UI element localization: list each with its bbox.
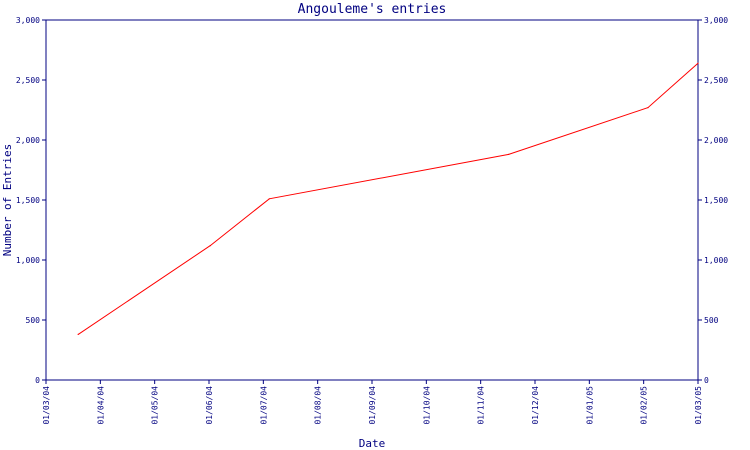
y-tick-label-left: 2,500 bbox=[16, 76, 40, 85]
x-axis-label: Date bbox=[359, 437, 386, 450]
y-tick-label-right: 1,500 bbox=[704, 196, 728, 205]
plot-frame bbox=[45, 19, 699, 381]
y-tick-label-right: 2,000 bbox=[704, 136, 728, 145]
y-axis-right: 0 500 1,000 1,500 2,000 2,500 3,000 bbox=[698, 16, 728, 385]
y-tick-label-right: 0 bbox=[704, 376, 709, 385]
x-axis: 01/03/04 01/04/04 01/05/04 01/06/04 01/07/04… bbox=[42, 380, 703, 425]
y-axis-label: Number of Entries bbox=[1, 144, 14, 257]
data-point bbox=[647, 107, 649, 109]
data-point bbox=[697, 62, 699, 64]
y-tick-label-right: 500 bbox=[704, 316, 719, 325]
chart-title: Angouleme's entries bbox=[298, 2, 447, 17]
data-point bbox=[508, 153, 510, 155]
y-tick-label-left: 2,000 bbox=[16, 136, 40, 145]
y-tick-label-right: 2,500 bbox=[704, 76, 728, 85]
y-axis-left: 0 500 1,000 1,500 2,000 2,500 3,000 bbox=[16, 16, 46, 385]
x-tick-label: 01/01/05 bbox=[585, 386, 594, 425]
y-tick-label-right: 1,000 bbox=[704, 256, 728, 265]
x-tick-label: 01/05/04 bbox=[151, 386, 160, 425]
x-tick-label: 01/12/04 bbox=[531, 386, 540, 425]
x-tick-label: 01/03/04 bbox=[42, 386, 51, 425]
y-tick-label-left: 0 bbox=[35, 376, 40, 385]
x-tick-label: 01/10/04 bbox=[422, 386, 431, 425]
series-line bbox=[77, 62, 699, 335]
data-point bbox=[268, 198, 270, 200]
x-tick-label: 01/09/04 bbox=[368, 386, 377, 425]
x-tick-label: 01/07/04 bbox=[259, 386, 268, 425]
x-tick-label: 01/08/04 bbox=[314, 386, 323, 425]
data-point bbox=[209, 245, 211, 247]
y-tick-label-left: 1,000 bbox=[16, 256, 40, 265]
y-tick-label-left: 500 bbox=[26, 316, 41, 325]
x-tick-label: 01/04/04 bbox=[96, 386, 105, 425]
y-tick-label-right: 3,000 bbox=[704, 16, 728, 25]
series-group bbox=[77, 62, 699, 335]
x-tick-label: 01/02/05 bbox=[640, 386, 649, 425]
data-point bbox=[77, 333, 79, 335]
x-tick-label: 01/03/05 bbox=[694, 386, 703, 425]
y-tick-label-left: 3,000 bbox=[16, 16, 40, 25]
x-tick-label: 01/11/04 bbox=[477, 386, 486, 425]
y-tick-label-left: 1,500 bbox=[16, 196, 40, 205]
x-tick-label: 01/06/04 bbox=[205, 386, 214, 425]
